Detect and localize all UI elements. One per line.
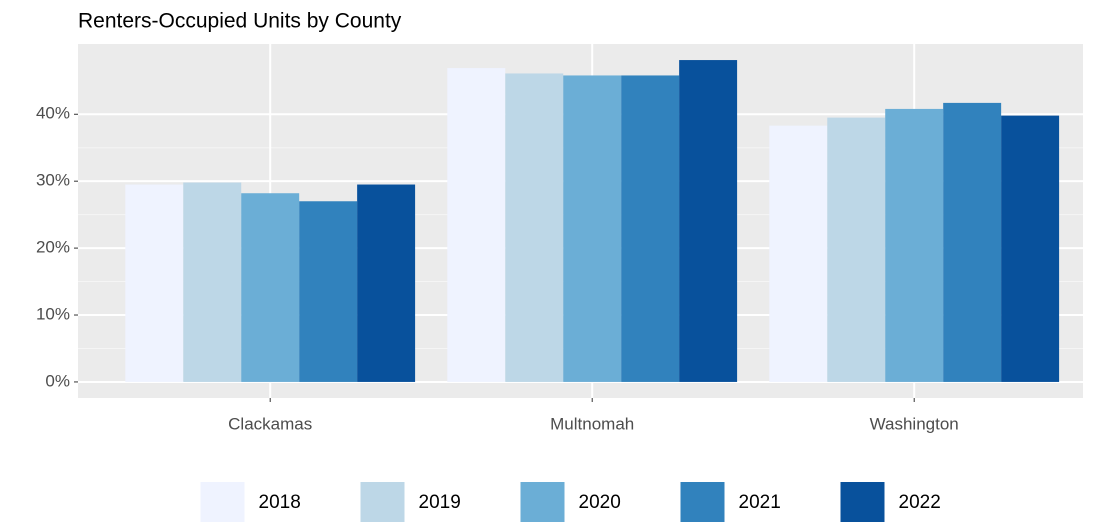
legend-key <box>680 482 725 522</box>
y-tick-label: 20% <box>36 238 70 257</box>
y-tick-label: 0% <box>45 371 70 390</box>
x-tick-label: Multnomah <box>550 414 634 433</box>
y-tick-label: 40% <box>36 104 70 123</box>
bar <box>885 108 944 382</box>
legend-key <box>360 482 405 522</box>
legend-label: 2020 <box>579 492 621 513</box>
bar <box>183 182 242 382</box>
bar <box>125 184 184 382</box>
bar <box>563 75 622 382</box>
bar <box>769 125 828 382</box>
bar <box>505 73 564 382</box>
bar <box>943 102 1002 382</box>
y-tick-label: 30% <box>36 171 70 190</box>
bar <box>357 184 416 382</box>
legend-key <box>200 482 245 522</box>
bar <box>1001 115 1060 382</box>
legend-key <box>520 482 565 522</box>
bar <box>679 60 738 382</box>
legend-key <box>840 482 885 522</box>
legend-label: 2018 <box>259 492 301 513</box>
x-tick-label: Washington <box>870 414 959 433</box>
legend-label: 2019 <box>419 492 461 513</box>
bar <box>621 75 680 382</box>
legend-label: 2022 <box>899 492 941 513</box>
bar <box>299 201 358 382</box>
bar <box>447 68 506 382</box>
x-tick-label: Clackamas <box>228 414 312 433</box>
bar <box>241 193 300 382</box>
legend-label: 2021 <box>739 492 781 513</box>
y-tick-label: 10% <box>36 305 70 324</box>
chart-title: Renters-Occupied Units by County <box>78 10 402 33</box>
bar <box>827 117 886 382</box>
